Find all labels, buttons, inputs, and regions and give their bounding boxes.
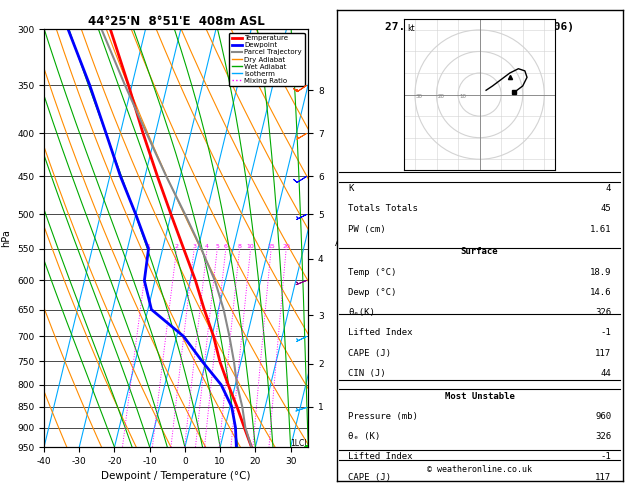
Text: 117: 117: [595, 473, 611, 482]
Text: 326: 326: [595, 432, 611, 441]
Text: 4: 4: [205, 244, 209, 249]
Text: CAPE (J): CAPE (J): [348, 473, 391, 482]
Text: Surface: Surface: [461, 247, 498, 256]
Text: 14.6: 14.6: [590, 288, 611, 297]
Text: Dewp (°C): Dewp (°C): [348, 288, 396, 297]
Text: CIN (J): CIN (J): [348, 369, 386, 378]
Y-axis label: km
ASL: km ASL: [335, 228, 352, 248]
Text: Pressure (mb): Pressure (mb): [348, 412, 418, 421]
Text: Temp (°C): Temp (°C): [348, 268, 396, 277]
Text: 30: 30: [416, 94, 423, 99]
Text: 20: 20: [282, 244, 290, 249]
Text: 117: 117: [595, 348, 611, 358]
Text: -1: -1: [601, 452, 611, 461]
Text: Lifted Index: Lifted Index: [348, 329, 413, 337]
Text: 10: 10: [247, 244, 255, 249]
Text: 45: 45: [601, 205, 611, 213]
Text: 6: 6: [224, 244, 228, 249]
Text: PW (cm): PW (cm): [348, 225, 386, 234]
Text: 15: 15: [267, 244, 275, 249]
Text: θₑ(K): θₑ(K): [348, 308, 375, 317]
Text: Most Unstable: Most Unstable: [445, 392, 515, 400]
Text: 326: 326: [595, 308, 611, 317]
Text: Lifted Index: Lifted Index: [348, 452, 413, 461]
Text: 1LCL: 1LCL: [290, 439, 308, 448]
Text: 960: 960: [595, 412, 611, 421]
Text: 5: 5: [215, 244, 219, 249]
Text: -1: -1: [601, 329, 611, 337]
Text: 18.9: 18.9: [590, 268, 611, 277]
Text: 1.61: 1.61: [590, 225, 611, 234]
Text: 1: 1: [147, 244, 150, 249]
Text: 27.09.2024  18GMT (Base: 06): 27.09.2024 18GMT (Base: 06): [385, 21, 574, 32]
Text: 4: 4: [606, 184, 611, 193]
Text: 8: 8: [238, 244, 242, 249]
Text: Totals Totals: Totals Totals: [348, 205, 418, 213]
Text: 44: 44: [601, 369, 611, 378]
Legend: Temperature, Dewpoint, Parcel Trajectory, Dry Adiabat, Wet Adiabat, Isotherm, Mi: Temperature, Dewpoint, Parcel Trajectory…: [229, 33, 304, 87]
Text: 10: 10: [459, 94, 466, 99]
Text: 20: 20: [438, 94, 445, 99]
X-axis label: Dewpoint / Temperature (°C): Dewpoint / Temperature (°C): [101, 471, 251, 482]
Text: CAPE (J): CAPE (J): [348, 348, 391, 358]
Y-axis label: hPa: hPa: [1, 229, 11, 247]
Text: 3: 3: [192, 244, 196, 249]
Text: K: K: [348, 184, 353, 193]
Text: 2: 2: [175, 244, 179, 249]
Text: kt: kt: [407, 24, 415, 33]
Text: θₑ (K): θₑ (K): [348, 432, 380, 441]
Text: © weatheronline.co.uk: © weatheronline.co.uk: [427, 465, 532, 474]
Title: 44°25'N  8°51'E  408m ASL: 44°25'N 8°51'E 408m ASL: [87, 15, 265, 28]
